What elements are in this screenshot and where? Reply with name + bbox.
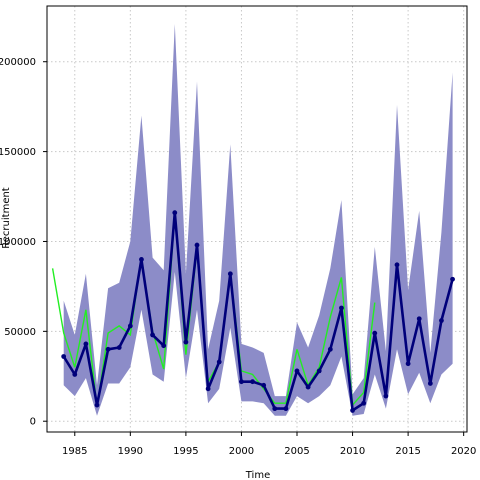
- x-tick-label: 2015: [395, 446, 420, 457]
- estimate-point: [305, 384, 311, 390]
- estimate-point: [216, 359, 222, 365]
- x-tick-label: 1985: [62, 446, 87, 457]
- estimate-point: [361, 400, 367, 406]
- estimate-point: [372, 330, 378, 336]
- estimate-point: [383, 393, 389, 399]
- estimate-series-line: [62, 211, 454, 412]
- estimate-point: [350, 408, 355, 413]
- y-tick-label: 200000: [0, 57, 36, 68]
- confidence-band: [63, 24, 453, 416]
- estimate-point: [72, 372, 78, 377]
- estimate-point: [283, 406, 289, 412]
- estimate-point: [227, 271, 233, 277]
- estimate-point: [427, 381, 433, 386]
- x-tick-label: 2020: [451, 446, 476, 457]
- y-tick-label: 50000: [4, 327, 36, 338]
- x-tick-label: 1990: [118, 446, 143, 457]
- y-axis-title: Recruitment: [1, 187, 12, 249]
- estimate-point: [294, 368, 300, 374]
- estimate-point: [150, 332, 155, 338]
- x-tick-label: 2005: [284, 446, 309, 457]
- estimate-point: [272, 406, 278, 412]
- y-tick-label: 100000: [0, 237, 36, 248]
- estimate-point: [194, 242, 200, 248]
- estimate-point: [405, 361, 411, 367]
- estimate-point: [172, 210, 178, 216]
- plot-frame: [46, 5, 468, 433]
- estimate-point: [450, 276, 455, 282]
- estimate-point: [105, 346, 111, 352]
- estimate-point: [127, 323, 133, 329]
- confidence-band-layer: [63, 24, 453, 416]
- estimate-point: [161, 343, 167, 349]
- axes: 1985 1990 1995 2000 2005 2010 2015 2020 0 50000 10…: [0, 57, 476, 457]
- x-tick-label: 2010: [340, 446, 365, 457]
- y-tick-label: 150000: [0, 147, 36, 158]
- estimate-point: [339, 305, 344, 311]
- y-tick-label: 0: [30, 417, 36, 428]
- estimate-point: [183, 339, 189, 345]
- series-lines-layer: [51, 210, 455, 413]
- estimate-point: [327, 346, 333, 352]
- estimate-point: [261, 382, 267, 388]
- grid-lines: [47, 6, 467, 432]
- estimate-point: [94, 402, 100, 408]
- estimate-point: [205, 386, 211, 392]
- x-tick-label: 1995: [173, 446, 198, 457]
- x-tick-label: 2000: [229, 446, 254, 457]
- x-axis-title: Time: [245, 470, 270, 480]
- estimate-point: [250, 379, 255, 385]
- reference-series-line: [51, 214, 376, 407]
- estimate-point: [416, 316, 422, 322]
- estimate-point: [116, 345, 122, 350]
- estimate-point: [139, 257, 144, 262]
- estimate-point: [394, 262, 400, 268]
- estimate-point: [439, 318, 444, 323]
- estimate-point: [239, 379, 244, 385]
- estimate-point: [61, 354, 67, 359]
- estimate-point: [316, 368, 322, 374]
- estimate-point: [83, 341, 89, 347]
